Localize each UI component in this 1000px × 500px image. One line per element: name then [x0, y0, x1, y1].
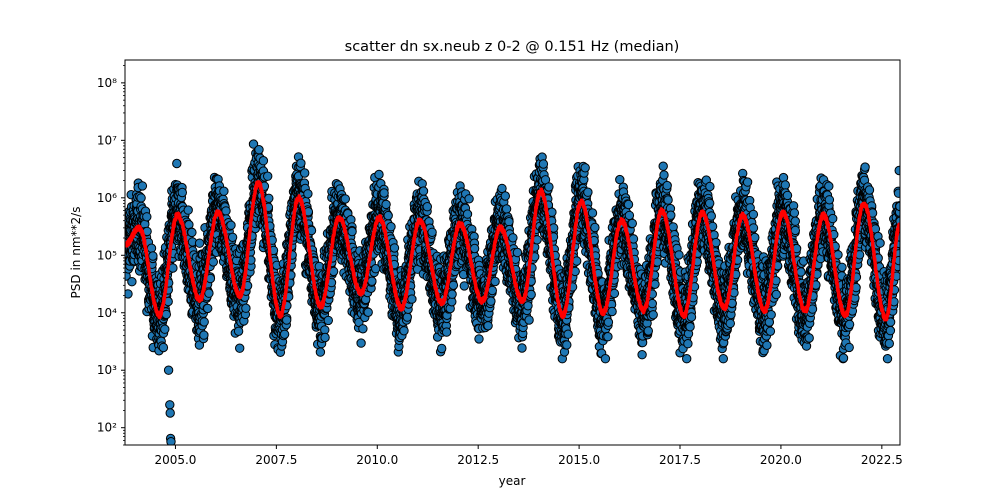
scatter-point [381, 199, 391, 210]
scatter-point [474, 334, 484, 344]
scatter-point [580, 163, 590, 173]
chart-title: scatter dn sx.neub z 0-2 @ 0.151 Hz (med… [345, 39, 680, 55]
scatter-point [296, 158, 306, 168]
scatter-point [219, 186, 229, 196]
scatter-point [160, 324, 170, 334]
scatter-point [374, 169, 384, 180]
scatter-point [512, 247, 523, 258]
scatter-point [323, 315, 333, 326]
scatter-point [399, 326, 409, 336]
scatter-point [407, 294, 417, 304]
scatter-point [199, 330, 209, 340]
scatter-point [356, 338, 366, 348]
scatter-point [258, 156, 269, 166]
scatter-point [254, 145, 264, 155]
scatter-point [241, 303, 251, 313]
scatter-point [462, 209, 473, 219]
scatter-point [282, 315, 292, 325]
scatter-point [500, 191, 510, 201]
scatter-point [437, 343, 447, 354]
scatter-point [315, 347, 326, 357]
scatter-point [562, 340, 572, 350]
scatter-point [523, 301, 533, 311]
scatter-point [517, 343, 527, 353]
scatter-point [233, 326, 244, 336]
scatter-point [544, 182, 554, 192]
scatter-point [279, 329, 290, 339]
scatter-point [508, 233, 518, 243]
scatter-point [320, 332, 330, 343]
scatter-point [448, 280, 459, 290]
scatter-point [227, 232, 238, 243]
scatter-point [383, 210, 393, 221]
scatter-point [203, 303, 213, 314]
scatter-point [177, 187, 188, 198]
scatter-point [347, 226, 357, 237]
scatter-point [161, 309, 172, 320]
scatter-point [183, 205, 193, 215]
scatter-point [221, 206, 231, 216]
scatter-point [538, 159, 549, 169]
scatter-point [504, 217, 514, 227]
scatter-point [490, 276, 500, 287]
scatter-point [427, 227, 437, 238]
scatter-point [526, 289, 536, 300]
scatter-point [125, 289, 133, 299]
scatter-point [172, 158, 182, 169]
scatter-point [263, 171, 273, 181]
scatter-point [386, 222, 396, 232]
scatter-point [340, 194, 350, 204]
scatter-point [358, 324, 368, 334]
scatter-point [459, 281, 469, 291]
scatter-point [464, 194, 474, 204]
scatter-point [367, 276, 377, 286]
scatter-point [137, 181, 148, 191]
scatter-point [418, 186, 429, 196]
scatter-point [486, 296, 496, 306]
scatter-point [590, 222, 600, 233]
scatter-point [264, 193, 274, 204]
scatter-point [483, 321, 493, 331]
scatter-point [402, 312, 412, 322]
scatter-point [583, 187, 593, 197]
scatter-point [303, 189, 313, 199]
scatter-point [226, 220, 236, 230]
scatter-point [447, 289, 457, 299]
scatter-point [146, 243, 157, 253]
scatter-point [204, 288, 214, 298]
scatter-point [487, 285, 497, 296]
scatter-point [300, 168, 310, 178]
scatter-point [524, 315, 534, 325]
scatter-point [469, 243, 480, 254]
scatter-point [441, 327, 452, 337]
scatter-point [379, 188, 389, 198]
scatter-point [363, 307, 373, 317]
scatter-point [314, 261, 324, 272]
scatter-point [142, 212, 152, 222]
scatter-point [187, 227, 197, 238]
scatter-point [158, 342, 169, 353]
scatter-point [194, 238, 205, 248]
scatter-point [587, 208, 598, 218]
scatter-point [389, 243, 400, 253]
scatter-point [136, 193, 146, 203]
scatter-point [208, 257, 219, 267]
scatter-point [127, 277, 137, 287]
scatter-point [235, 343, 245, 353]
scatter-point [563, 329, 573, 339]
scatter-point [199, 317, 209, 327]
scatter-point [501, 204, 512, 214]
scatter-point [148, 251, 158, 261]
scatter-point [422, 202, 432, 212]
